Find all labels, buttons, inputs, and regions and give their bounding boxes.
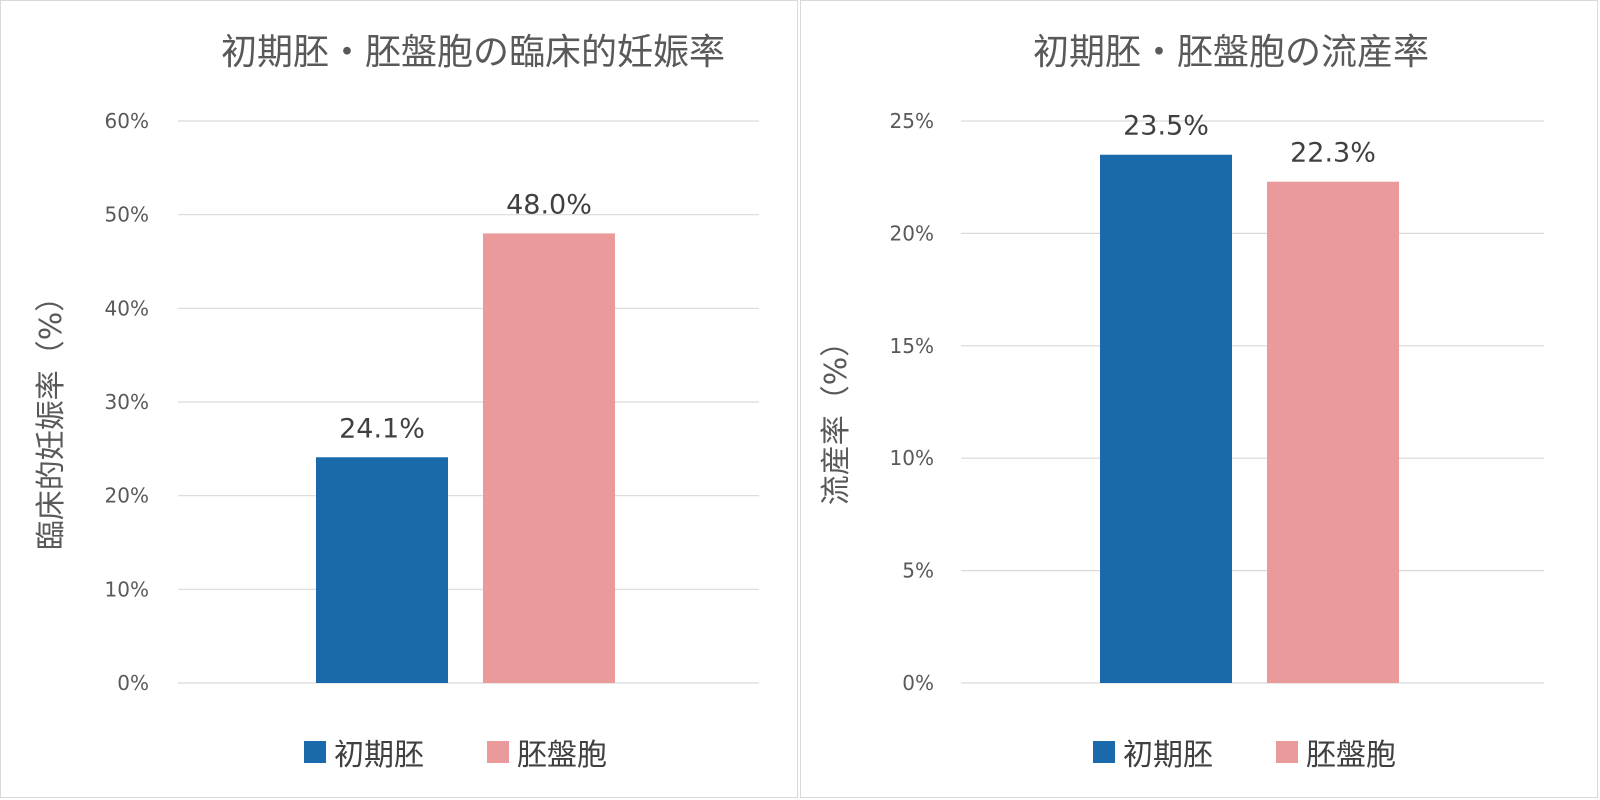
- chart-title: 初期胚・胚盤胞の流産率: [1033, 32, 1429, 73]
- y-axis-label: 流産率（%）: [819, 327, 854, 506]
- bar: [483, 233, 615, 683]
- bar: [1267, 181, 1399, 684]
- miscarriage-rate-chart-panel: 初期胚・胚盤胞の流産率 0% 5% 10% 15% 20% 25% 流産率（%） 23.5% 22…: [800, 0, 1598, 798]
- y-tick-label: 30%: [105, 390, 149, 414]
- y-tick-label: 40%: [105, 296, 149, 320]
- legend-swatch: [487, 741, 509, 763]
- bar: [1100, 154, 1232, 684]
- y-axis-label: 臨床的妊娠率（%）: [34, 282, 69, 551]
- pregnancy-rate-chart: 初期胚・胚盤胞の臨床的妊娠率 0% 10% 20% 30% 40% 50% 60% 臨床的妊娠率…: [34, 32, 759, 773]
- data-label: 48.0%: [506, 189, 592, 220]
- data-label: 22.3%: [1290, 138, 1376, 169]
- legend-label: 初期胚: [1123, 738, 1213, 773]
- miscarriage-rate-chart: 初期胚・胚盤胞の流産率 0% 5% 10% 15% 20% 25% 流産率（%） 23.5% 22…: [819, 32, 1544, 773]
- y-tick-label: 10%: [890, 446, 934, 470]
- chart-title: 初期胚・胚盤胞の臨床的妊娠率: [221, 32, 725, 73]
- legend-swatch: [1276, 741, 1298, 763]
- legend-swatch: [304, 741, 326, 763]
- legend-label: 胚盤胞: [1306, 738, 1396, 773]
- data-label: 24.1%: [339, 413, 425, 444]
- y-tick-label: 15%: [890, 334, 934, 358]
- y-tick-label: 25%: [890, 109, 934, 133]
- pregnancy-rate-chart-panel: 初期胚・胚盤胞の臨床的妊娠率 0% 10% 20% 30% 40% 50% 60% 臨床的妊娠率…: [0, 0, 798, 798]
- bar: [316, 457, 448, 683]
- y-tick-label: 0%: [117, 671, 149, 695]
- y-tick-label: 0%: [902, 671, 934, 695]
- y-tick-label: 10%: [105, 577, 149, 601]
- data-label: 23.5%: [1123, 111, 1209, 142]
- legend-swatch: [1093, 741, 1115, 763]
- y-tick-label: 60%: [105, 109, 149, 133]
- y-tick-label: 5%: [902, 559, 934, 583]
- legend-label: 胚盤胞: [517, 738, 607, 773]
- legend-label: 初期胚: [334, 738, 424, 773]
- y-tick-label: 50%: [105, 203, 149, 227]
- y-tick-label: 20%: [890, 221, 934, 245]
- y-tick-label: 20%: [105, 484, 149, 508]
